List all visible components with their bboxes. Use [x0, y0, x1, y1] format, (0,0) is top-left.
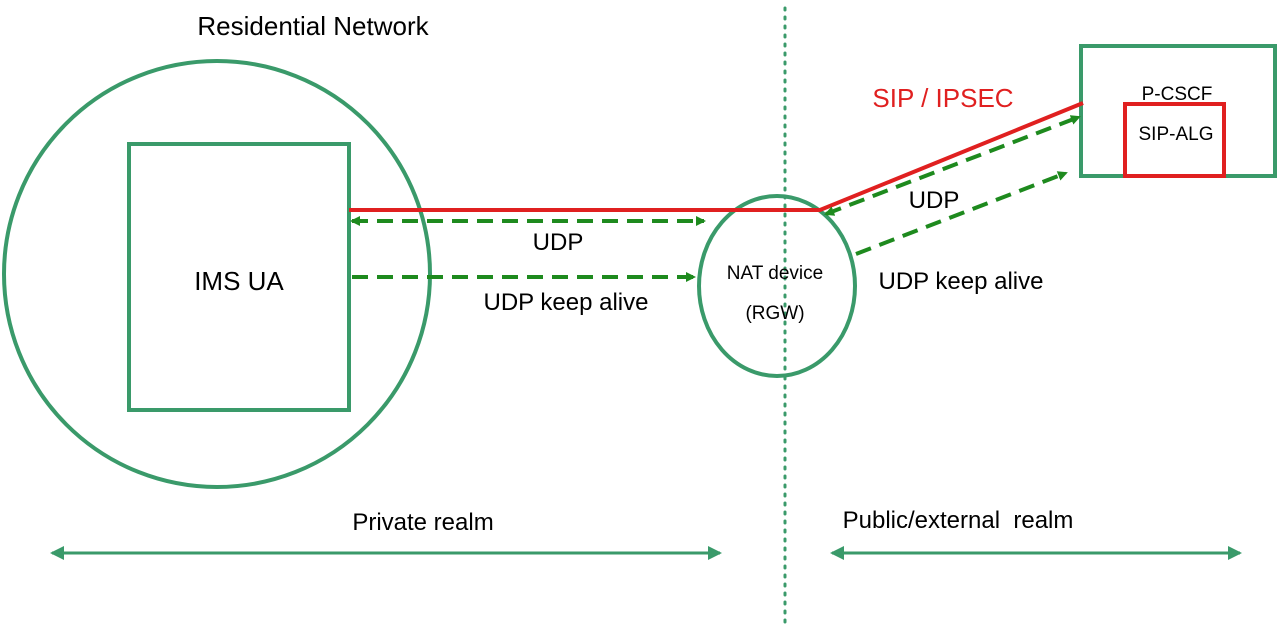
- pcscf-label: P-CSCF: [1142, 84, 1213, 105]
- udp-keepalive-label-right: UDP keep alive: [879, 268, 1044, 295]
- udp-arrow-right: [824, 115, 1081, 216]
- sip-alg-box: [1123, 102, 1226, 178]
- udp-keepalive-arrow-right: [855, 171, 1068, 256]
- pcscf-box: [1079, 44, 1277, 178]
- residential-network-label: Residential Network: [197, 11, 429, 41]
- private-realm-label: Private realm: [352, 509, 493, 536]
- nat-rgw-label: (RGW): [745, 303, 804, 324]
- sip-alg-label: SIP-ALG: [1139, 124, 1214, 145]
- udp-keepalive-label-left: UDP keep alive: [484, 289, 649, 316]
- nat-device-label: NAT device: [727, 263, 823, 284]
- udp-label-right: UDP: [909, 187, 960, 214]
- sip-ipsec-label: SIP / IPSEC: [872, 83, 1013, 113]
- residential-network-circle: [2, 59, 432, 489]
- udp-label-left: UDP: [533, 229, 584, 256]
- ims-ua-label: IMS UA: [194, 266, 284, 296]
- public-realm-label: Public/external realm: [843, 507, 1074, 534]
- nat-device-circle: [697, 194, 857, 378]
- ims-ua-box: [127, 142, 351, 412]
